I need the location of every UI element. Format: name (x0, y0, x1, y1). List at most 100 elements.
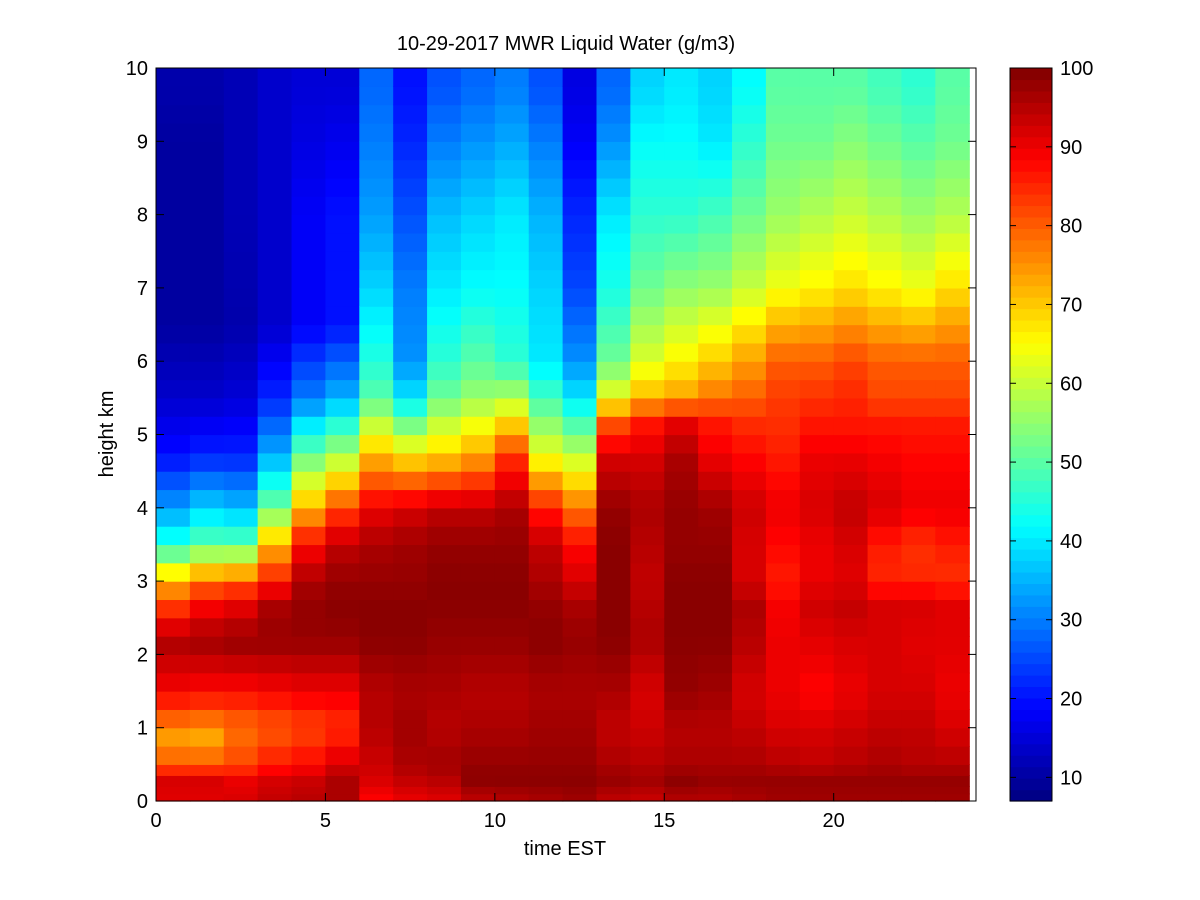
heatmap-cell (630, 654, 665, 674)
heatmap-cell (833, 104, 869, 124)
heatmap-cell (698, 214, 733, 234)
heatmap-cell (935, 306, 970, 326)
heatmap-cell (156, 104, 191, 124)
heatmap-cell (596, 727, 631, 747)
heatmap-cell (460, 544, 496, 564)
heatmap-cell (799, 196, 835, 216)
heatmap-cell (257, 581, 293, 601)
heatmap-cell (698, 416, 733, 436)
heatmap-cell (325, 287, 360, 307)
heatmap-cell (935, 709, 970, 729)
heatmap-cell (562, 654, 598, 674)
heatmap-cell (359, 691, 394, 710)
heatmap-cell (630, 104, 665, 124)
heatmap-cell (325, 379, 360, 399)
chart-title: 10-29-2017 MWR Liquid Water (g/m3) (397, 33, 735, 55)
colorbar-tick-label: 90 (1060, 137, 1082, 159)
heatmap-cell (325, 141, 360, 161)
heatmap-cell (935, 196, 970, 216)
heatmap-cell (732, 452, 767, 472)
heatmap-cell (393, 636, 428, 655)
heatmap-cell (460, 306, 496, 326)
colorbar-band (1010, 423, 1052, 436)
heatmap-cell (257, 452, 293, 472)
heatmap-cell (799, 775, 835, 787)
heatmap-cell (427, 617, 462, 637)
heatmap-cell (562, 746, 598, 765)
heatmap-cell (799, 764, 835, 776)
heatmap-cell (562, 397, 598, 417)
heatmap-cell (901, 727, 936, 747)
heatmap-cell (291, 489, 327, 509)
heatmap-cell (291, 654, 327, 674)
heatmap-cell (765, 452, 801, 472)
heatmap-cell (359, 562, 394, 582)
heatmap-cell (325, 324, 360, 344)
heatmap-cell (833, 775, 869, 787)
heatmap-cell (189, 636, 225, 655)
heatmap-cell (732, 775, 767, 787)
heatmap-cell (799, 471, 835, 491)
heatmap-cell (460, 489, 496, 509)
heatmap-cell (664, 746, 699, 765)
heatmap-cell (427, 452, 462, 472)
heatmap-cell (630, 544, 665, 564)
y-tick-label: 5 (137, 425, 148, 447)
heatmap-cell (528, 177, 564, 197)
heatmap-cell (935, 672, 970, 692)
heatmap-cell (460, 416, 496, 436)
heatmap-cell (359, 544, 394, 564)
heatmap-cell (833, 342, 869, 362)
heatmap-cell (223, 214, 259, 234)
heatmap-cell (257, 489, 293, 509)
heatmap-cell (223, 379, 259, 399)
heatmap-cell (833, 269, 869, 289)
heatmap-cell (528, 746, 564, 765)
heatmap-cell (427, 122, 462, 142)
heatmap-cell (223, 251, 259, 271)
heatmap-cell (732, 68, 767, 87)
heatmap-cell (630, 68, 665, 87)
heatmap-cell (596, 232, 631, 252)
heatmap-cell (528, 691, 564, 710)
heatmap-cell (189, 672, 225, 692)
heatmap-cell (460, 775, 496, 787)
heatmap-cell (325, 251, 360, 271)
heatmap-cell (833, 786, 869, 795)
heatmap-cell (799, 434, 835, 454)
heatmap-cell (664, 544, 699, 564)
heatmap-cell (189, 177, 225, 197)
heatmap-cell (630, 141, 665, 161)
heatmap-cell (765, 68, 801, 87)
heatmap-cell (393, 251, 428, 271)
heatmap-cell (562, 727, 598, 747)
heatmap-cell (562, 232, 598, 252)
heatmap-cell (833, 434, 869, 454)
heatmap-cell (189, 361, 225, 381)
heatmap-cell (223, 526, 259, 546)
heatmap-cell (664, 727, 699, 747)
heatmap-cell (494, 727, 530, 747)
heatmap-cell (833, 471, 869, 491)
heatmap-cell (460, 471, 496, 491)
heatmap-cell (257, 507, 293, 527)
heatmap-cell (765, 196, 801, 216)
heatmap-cell (867, 141, 903, 161)
heatmap-cell (732, 599, 767, 619)
heatmap-cell (393, 104, 428, 124)
heatmap-cell (562, 177, 598, 197)
heatmap-cell (156, 489, 191, 509)
heatmap-cell (732, 507, 767, 527)
heatmap-cell (291, 775, 327, 787)
heatmap-cell (291, 764, 327, 776)
heatmap-cell (257, 287, 293, 307)
heatmap-cell (223, 196, 259, 216)
heatmap-cell (698, 141, 733, 161)
heatmap-cell (596, 452, 631, 472)
heatmap-cell (935, 507, 970, 527)
heatmap-cell (427, 764, 462, 776)
heatmap-cell (799, 251, 835, 271)
colorbar-band (1010, 445, 1052, 458)
colorbar-tick-label: 30 (1060, 610, 1082, 632)
heatmap-cell (393, 196, 428, 216)
